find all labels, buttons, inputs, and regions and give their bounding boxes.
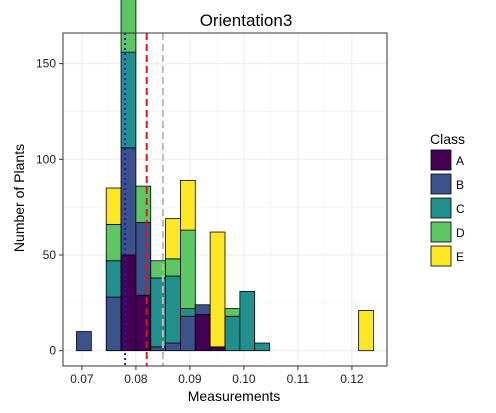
- bar-segment-c: [224, 315, 241, 352]
- bar-segment-b: [105, 296, 122, 352]
- bar-segment-c: [254, 342, 270, 352]
- legend-label-e: E: [456, 250, 464, 264]
- bar-segment-b: [165, 342, 181, 352]
- bar-segment-d: [120, 0, 137, 53]
- bar-segment-a: [209, 346, 226, 352]
- bar-segment-b: [194, 304, 211, 315]
- bar-segment-b: [180, 315, 196, 352]
- legend-swatch-a: [430, 149, 452, 171]
- y-axis-label: Number of Plants: [11, 144, 27, 252]
- bars: [76, 0, 374, 352]
- legend-swatch-b: [430, 173, 452, 195]
- bar-segment-d: [105, 223, 122, 262]
- bar-segment-d: [224, 308, 241, 317]
- legend-swatch-e: [430, 245, 452, 267]
- bar-segment-b: [76, 331, 92, 352]
- x-axis: 0.07 0.08 0.09 0.10 0.11 0.12: [70, 366, 364, 386]
- x-axis-label: Measurements: [188, 388, 281, 404]
- bar-segment-a: [135, 294, 152, 352]
- x-tick-label: 0.09: [178, 372, 202, 386]
- bar-segment-e: [165, 218, 181, 260]
- bar-segment-c: [165, 275, 181, 344]
- x-tick-label: 0.12: [340, 372, 364, 386]
- legend-swatch-c: [430, 197, 452, 219]
- bar-segment-d: [180, 229, 196, 309]
- y-axis: 0 50 100 150: [36, 57, 63, 358]
- chart-title: Orientation3: [200, 11, 293, 30]
- x-tick-label: 0.08: [124, 372, 148, 386]
- bar-segment-c: [180, 308, 196, 317]
- y-tick-label: 50: [43, 248, 57, 262]
- legend-label-a: A: [456, 154, 464, 168]
- legend-label-d: D: [456, 226, 465, 240]
- legend-label-b: B: [456, 178, 464, 192]
- bar-segment-d: [135, 185, 152, 223]
- legend-title: Class: [430, 131, 465, 147]
- bar-segment-a: [120, 254, 137, 352]
- bar-segment-c: [105, 260, 122, 298]
- x-tick-label: 0.11: [287, 372, 310, 386]
- bar-segment-d: [165, 258, 181, 277]
- bar-segment-a: [194, 313, 211, 352]
- x-tick-label: 0.07: [70, 372, 94, 386]
- bar-segment-c: [120, 51, 137, 149]
- reference-lines: [124, 33, 164, 366]
- bar-segment-e: [105, 187, 122, 225]
- bar-segment-e: [180, 179, 196, 231]
- legend-swatch-d: [430, 221, 452, 243]
- legend-label-c: C: [456, 202, 465, 216]
- y-tick-label: 0: [49, 344, 56, 358]
- y-tick-label: 100: [36, 152, 56, 166]
- y-tick-label: 150: [36, 57, 56, 71]
- x-tick-label: 0.10: [232, 372, 256, 386]
- bar-segment-e: [358, 310, 374, 352]
- bar-segment-b: [135, 222, 152, 296]
- bar-segment-c: [239, 290, 256, 352]
- bar-segment-b: [120, 147, 137, 256]
- plot-border: [62, 32, 388, 367]
- bar-segment-e: [209, 231, 226, 348]
